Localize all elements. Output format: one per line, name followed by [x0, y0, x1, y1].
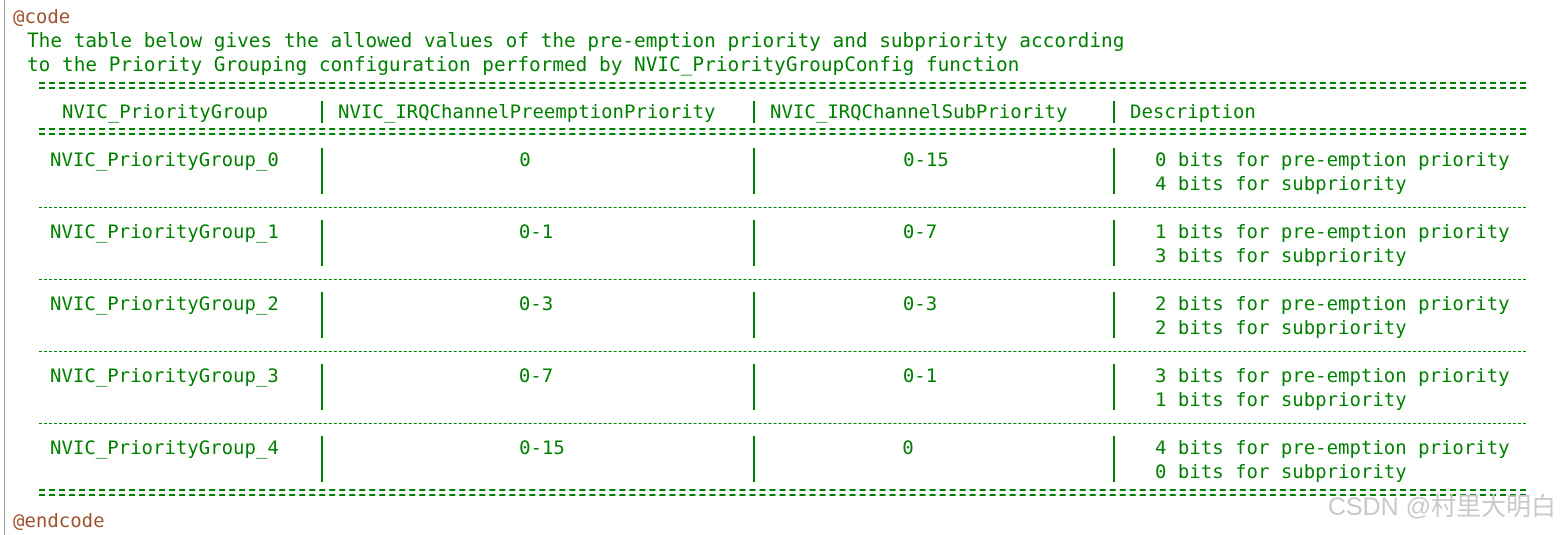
row-preemption-value: 0	[519, 149, 531, 171]
row-col-divider	[753, 220, 755, 266]
row-col-divider	[321, 292, 323, 338]
row-description-line-2: 4 bits for subpriority	[1155, 173, 1407, 195]
row-subpriority-value: 0-15	[903, 149, 949, 171]
row-separator	[39, 279, 1526, 280]
row-description-line-1: 4 bits for pre-emption priority	[1155, 437, 1510, 459]
row-col-divider	[753, 292, 755, 338]
header-col-divider	[753, 101, 755, 123]
row-description-line-2: 2 bits for subpriority	[1155, 317, 1407, 339]
row-subpriority-value: 0-1	[902, 365, 938, 387]
row-col-divider	[1113, 292, 1115, 338]
header-preemption: NVIC_IRQChannelPreemptionPriority	[338, 101, 716, 123]
row-group-name: NVIC_PriorityGroup_0	[50, 149, 279, 171]
row-description-line-1: 0 bits for pre-emption priority	[1155, 149, 1510, 171]
row-description-line-1: 1 bits for pre-emption priority	[1155, 221, 1510, 243]
row-description-line-2: 3 bits for subpriority	[1155, 245, 1407, 267]
row-preemption-value: 0-7	[518, 365, 554, 387]
header-col-divider	[1113, 101, 1115, 123]
header-group: NVIC_PriorityGroup	[62, 101, 268, 123]
row-separator	[39, 423, 1526, 424]
header-description: Description	[1130, 101, 1256, 123]
row-col-divider	[321, 436, 323, 482]
row-col-divider	[1113, 364, 1115, 410]
row-preemption-value: 0-15	[519, 437, 565, 459]
row-col-divider	[321, 220, 323, 266]
row-group-name: NVIC_PriorityGroup_1	[50, 221, 279, 243]
row-col-divider	[753, 364, 755, 410]
intro-line-2: to the Priority Grouping configuration p…	[27, 53, 1020, 76]
row-col-divider	[321, 148, 323, 194]
editor-gutter-line	[4, 0, 5, 535]
code-open-tag: @code	[13, 6, 71, 28]
header-bottom-border	[39, 128, 1526, 135]
row-description-line-1: 2 bits for pre-emption priority	[1155, 293, 1510, 315]
intro-line-1: The table below gives the allowed values…	[27, 29, 1125, 52]
header-subpriority: NVIC_IRQChannelSubPriority	[770, 101, 1068, 123]
row-preemption-value: 0-3	[518, 293, 554, 315]
row-col-divider	[1113, 220, 1115, 266]
row-subpriority-value: 0	[902, 437, 914, 459]
row-group-name: NVIC_PriorityGroup_2	[50, 293, 279, 315]
table-bottom-border	[39, 489, 1526, 496]
row-col-divider	[1113, 148, 1115, 194]
row-description-line-2: 0 bits for subpriority	[1155, 461, 1407, 483]
row-col-divider	[321, 364, 323, 410]
code-close-tag: @endcode	[13, 510, 105, 532]
row-separator	[39, 351, 1526, 352]
row-col-divider	[1113, 436, 1115, 482]
row-group-name: NVIC_PriorityGroup_3	[50, 365, 279, 387]
row-group-name: NVIC_PriorityGroup_4	[50, 437, 279, 459]
row-col-divider	[753, 436, 755, 482]
row-preemption-value: 0-1	[518, 221, 554, 243]
row-description-line-2: 1 bits for subpriority	[1155, 389, 1407, 411]
csdn-watermark: CSDN @村里大明白	[1327, 493, 1556, 521]
row-separator	[39, 207, 1526, 208]
table-top-border	[39, 82, 1526, 89]
header-col-divider	[321, 101, 323, 123]
row-subpriority-value: 0-3	[902, 293, 938, 315]
row-description-line-1: 3 bits for pre-emption priority	[1155, 365, 1510, 387]
row-col-divider	[753, 148, 755, 194]
row-subpriority-value: 0-7	[902, 221, 938, 243]
